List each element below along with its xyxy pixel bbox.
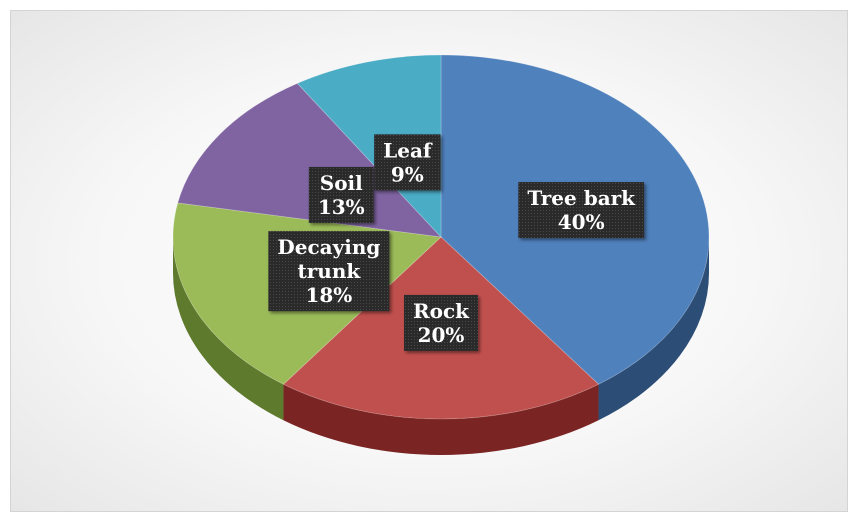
pie-chart: Tree bark40%Rock20%Decayingtrunk18%Soil1…	[172, 54, 710, 456]
pie-slice-leaf[interactable]	[296, 54, 442, 239]
pie-slice-soil[interactable]	[177, 82, 443, 238]
pie-sides	[173, 237, 709, 456]
pie-side-tree-bark	[598, 237, 709, 421]
data-label-category: Tree bark	[527, 186, 636, 210]
data-label-box	[404, 294, 478, 351]
pie-side-rock	[283, 384, 599, 456]
data-label-box	[308, 166, 374, 223]
data-label-category: Leaf	[383, 138, 433, 162]
data-label-value: 20%	[418, 323, 465, 347]
data-label-value: 9%	[391, 162, 424, 186]
chart-area: Tree bark 40% Rock 20% Decaying trunk 18% Soil 1…	[10, 10, 848, 512]
data-label-box	[518, 182, 645, 239]
data-label-value: 40%	[558, 210, 605, 234]
data-label-value: 18%	[305, 283, 352, 307]
pie-side-decaying-trunk	[173, 237, 284, 421]
data-labels: Tree bark40%Rock20%Decayingtrunk18%Soil1…	[268, 134, 645, 351]
data-label-category: trunk	[298, 259, 362, 283]
data-label-box	[268, 231, 390, 312]
data-label-box	[374, 134, 441, 191]
data-label-category: Decaying	[277, 235, 380, 259]
data-label-category: Rock	[413, 299, 470, 323]
data-label-value: 13%	[318, 195, 365, 219]
data-label-category: Soil	[320, 171, 363, 195]
